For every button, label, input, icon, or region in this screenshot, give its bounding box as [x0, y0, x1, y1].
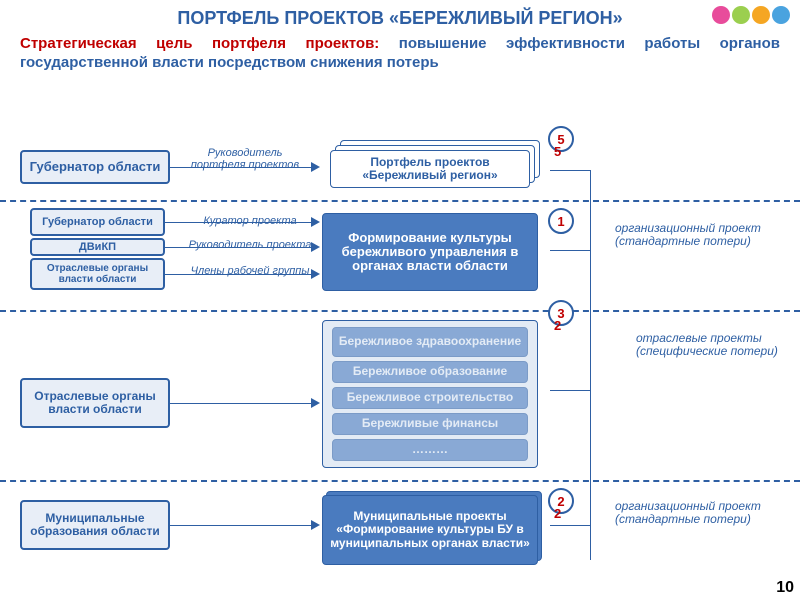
arrow-line — [165, 274, 312, 275]
left-box-otrasl1: Отраслевые органы власти области — [30, 258, 165, 290]
connector-stub — [550, 390, 590, 391]
page-number: 10 — [776, 580, 794, 596]
left-box-municipal: Муниципальные образования области — [20, 500, 170, 550]
side-label-s1: организационный проект(стандартные потер… — [615, 222, 761, 248]
logo-gears — [712, 6, 790, 24]
arrow-head-icon — [311, 520, 320, 530]
center-box-muni: Муниципальные проекты «Формирование куль… — [322, 495, 538, 565]
arrow-line — [170, 525, 312, 526]
page-title: ПОРТФЕЛЬ ПРОЕКТОВ «БЕРЕЖЛИВЫЙ РЕГИОН» — [0, 0, 800, 35]
count-badge-sub-b55: 5 — [554, 144, 561, 159]
center-box-culture: Формирование культуры бережливого управл… — [322, 213, 538, 291]
left-box-dvikp: ДВиКП — [30, 238, 165, 256]
connector-stub — [550, 170, 590, 171]
connector-vline — [590, 170, 591, 560]
arrow-head-icon — [311, 242, 320, 252]
connector-stub — [550, 525, 590, 526]
role-label-r4: Члены рабочей группы — [175, 266, 325, 278]
arrow-line — [170, 167, 312, 168]
section-divider — [0, 310, 800, 312]
connector-stub — [550, 250, 590, 251]
left-box-governor2: Губернатор области — [30, 208, 165, 236]
arrow-line — [165, 247, 312, 248]
arrow-head-icon — [311, 269, 320, 279]
count-badge-sub-b22: 2 — [554, 506, 561, 521]
sector-group-frame — [322, 320, 538, 468]
arrow-head-icon — [311, 162, 320, 172]
strategic-goal: Стратегическая цель портфеля проектов: п… — [0, 35, 800, 79]
arrow-line — [165, 222, 312, 223]
role-label-r3: Руководитель проекта — [175, 240, 325, 252]
count-badge-sub-b32: 2 — [554, 318, 561, 333]
section-divider — [0, 480, 800, 482]
gear-icon — [732, 6, 750, 24]
gear-icon — [772, 6, 790, 24]
gear-icon — [752, 6, 770, 24]
left-box-otrasl2: Отраслевые органы власти области — [20, 378, 170, 428]
left-box-governor: Губернатор области — [20, 150, 170, 184]
arrow-head-icon — [311, 217, 320, 227]
portfolio-box: Портфель проектов «Бережливый регион» — [330, 150, 530, 188]
side-label-s2: отраслевые проекты(специфические потери) — [636, 332, 778, 358]
side-label-s3: организационный проект(стандартные потер… — [615, 500, 761, 526]
count-badge-b1: 1 — [548, 208, 574, 234]
section-divider — [0, 200, 800, 202]
gear-icon — [712, 6, 730, 24]
arrow-line — [170, 403, 312, 404]
arrow-head-icon — [311, 398, 320, 408]
goal-label: Стратегическая цель портфеля проектов: — [20, 35, 379, 52]
